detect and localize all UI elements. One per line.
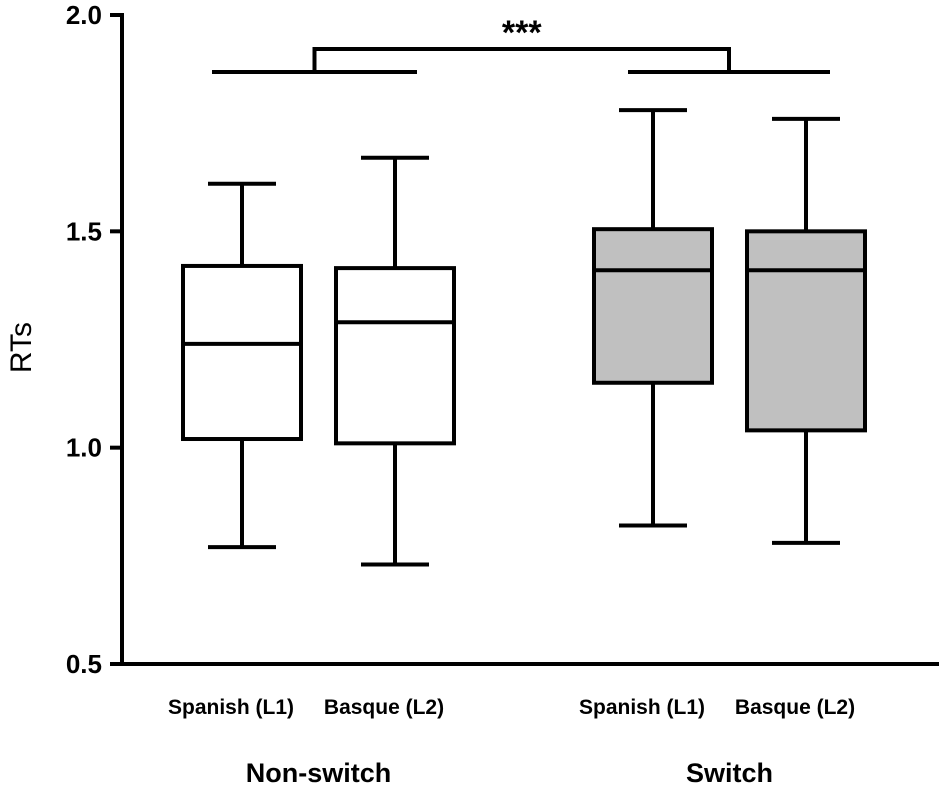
box-switch-basque	[745, 116, 867, 545]
boxes	[181, 108, 867, 567]
significance-label: ***	[502, 14, 542, 52]
y-tick-label: 1.0	[66, 433, 102, 463]
axes	[110, 13, 939, 666]
box-non-switch-spanish	[181, 181, 303, 550]
group-label: Non-switch	[246, 758, 392, 788]
box-non-switch-basque	[334, 155, 456, 567]
category-label: Basque (L2)	[735, 696, 855, 719]
y-tick-label: 1.5	[66, 216, 102, 246]
box-iqr	[181, 263, 303, 442]
box-switch-spanish	[592, 108, 714, 528]
category-label: Spanish (L1)	[168, 696, 294, 719]
category-label: Basque (L2)	[324, 696, 444, 719]
labels: 0.5 1.0 1.5 2.0 RTs Spanish (L1) Basque (L2) No…	[5, 0, 855, 788]
y-axis-title: RTs	[5, 322, 38, 373]
box-iqr	[592, 227, 714, 385]
box-iqr	[334, 266, 456, 446]
annotations	[212, 47, 830, 74]
box-iqr	[745, 229, 867, 433]
group-label: Switch	[686, 758, 773, 788]
significance-bracket	[312, 47, 731, 72]
y-tick-label: 2.0	[66, 0, 102, 30]
category-label: Spanish (L1)	[579, 696, 705, 719]
y-tick-label: 0.5	[66, 649, 102, 679]
